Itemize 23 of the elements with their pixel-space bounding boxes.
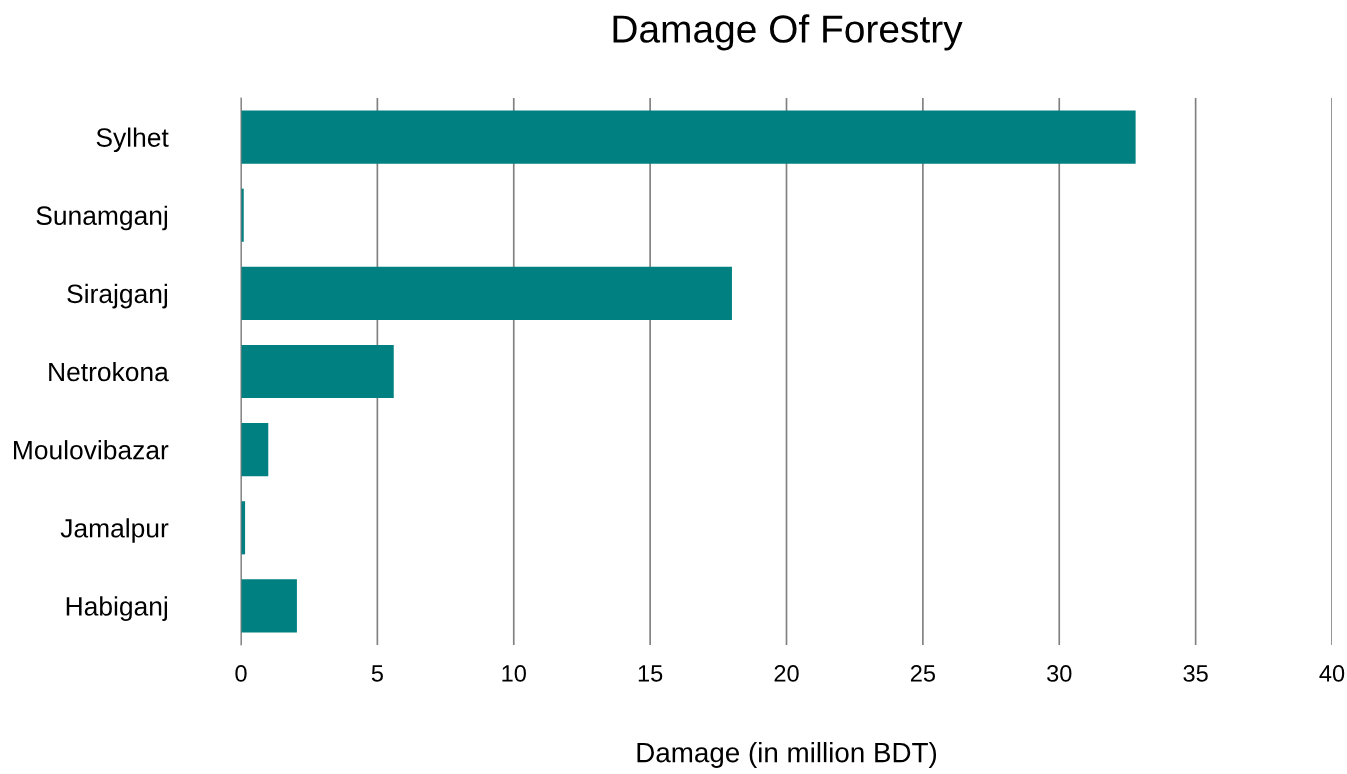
x-tick-label: 5 xyxy=(371,665,383,682)
x-tick-label: 40 xyxy=(1319,665,1345,682)
x-tick-label: 0 xyxy=(235,665,247,682)
x-tick-label: 35 xyxy=(1183,665,1208,682)
bar xyxy=(241,344,394,399)
bar xyxy=(241,423,269,477)
y-tick-label: Sunamganj xyxy=(36,205,168,231)
y-tick-label: Netrokona xyxy=(49,361,169,382)
y-tick-label: Sylhet xyxy=(96,127,169,153)
bar xyxy=(241,579,297,633)
y-tick-label: Habiganj xyxy=(66,596,168,621)
x-tick-label: 10 xyxy=(502,665,526,682)
y-tick-label: Jamalpur xyxy=(60,518,169,543)
y-tick-label: Sirajganj xyxy=(67,283,168,309)
x-tick-label: 30 xyxy=(1047,665,1072,682)
bar xyxy=(241,266,732,320)
chart-title: Damage Of Forestry xyxy=(613,14,963,51)
x-axis-title: Damage (in million BDT) xyxy=(637,742,937,768)
bar xyxy=(241,110,1136,164)
y-tick-label: Moulovibazar xyxy=(14,440,169,460)
x-tick-label: 25 xyxy=(910,665,936,682)
x-tick-label: 20 xyxy=(774,665,799,682)
x-tick-label: 15 xyxy=(638,665,663,682)
